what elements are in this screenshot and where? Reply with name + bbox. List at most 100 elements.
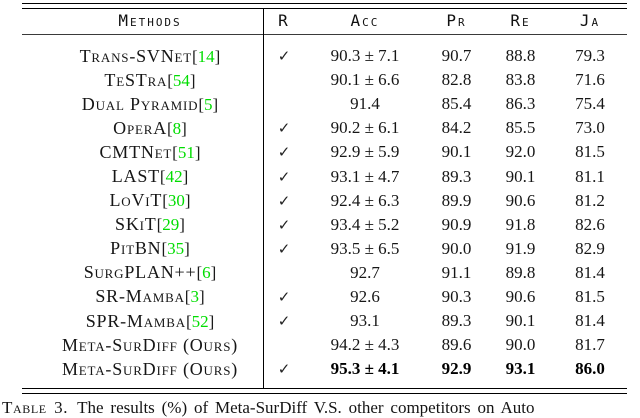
method-cell: SPR-Mamba[52] bbox=[22, 311, 263, 332]
citation-close-bracket: ] bbox=[214, 46, 221, 66]
method-cell: CMTNet[51] bbox=[22, 142, 263, 163]
acc-value: 92.4 ± 6.3 bbox=[330, 190, 400, 210]
citation-open-bracket: [ bbox=[172, 142, 178, 162]
citation-number: 14 bbox=[197, 46, 215, 66]
pr-value: 89.9 bbox=[441, 190, 472, 210]
acc-value: 92.9 ± 5.9 bbox=[330, 142, 400, 162]
table-row: SR-Mamba[3] ✓ 92.6 90.3 90.6 81.5 bbox=[22, 285, 627, 309]
citation: [52] bbox=[186, 312, 214, 331]
citation-number: 52 bbox=[191, 311, 209, 331]
method-cell: Meta-SurDiff (Ours) bbox=[22, 359, 263, 380]
column-divider-rule bbox=[263, 8, 265, 388]
acc-value: 90.3 ± 7.1 bbox=[330, 46, 400, 66]
citation: [51] bbox=[172, 143, 200, 162]
table-rows: Trans-SVNet[14] ✓ 90.3 ± 7.1 90.7 88.8 7… bbox=[22, 44, 627, 381]
review-checkmark: ✓ bbox=[277, 47, 291, 66]
method-name: Meta-SurDiff (Ours) bbox=[61, 358, 239, 379]
method-name: Trans-SVNet bbox=[79, 45, 192, 66]
method-name: OperA bbox=[113, 117, 167, 138]
re-value: 90.6 bbox=[505, 190, 536, 210]
method-cell: LoViT[30] bbox=[22, 190, 263, 211]
ja-value: 73.0 bbox=[575, 118, 605, 138]
re-value: 92.0 bbox=[505, 142, 536, 162]
citation-open-bracket: [ bbox=[162, 191, 168, 211]
pr-value: 90.3 bbox=[441, 286, 472, 306]
method-name: SKiT bbox=[115, 214, 157, 235]
citation: [29] bbox=[157, 215, 185, 234]
re-value: 93.1 bbox=[505, 359, 536, 379]
acc-value: 93.4 ± 5.2 bbox=[330, 214, 400, 234]
re-value: 91.9 bbox=[505, 238, 536, 258]
citation: [8] bbox=[167, 119, 187, 138]
table-header-row: Methods R Acc Pr Re Ja bbox=[22, 7, 627, 34]
citation-number: 51 bbox=[177, 142, 195, 162]
citation-open-bracket: [ bbox=[185, 311, 192, 331]
citation-number: 29 bbox=[162, 215, 180, 235]
pr-value: 85.4 bbox=[441, 94, 472, 114]
method-name: Dual Pyramid bbox=[81, 93, 199, 114]
ja-value: 71.6 bbox=[575, 70, 605, 90]
ja-value: 86.0 bbox=[575, 359, 605, 379]
table-row: SPR-Mamba[52] ✓ 93.1 89.3 90.1 81.4 bbox=[22, 309, 627, 333]
column-header-acc: Acc bbox=[350, 11, 380, 30]
citation: [5] bbox=[198, 95, 218, 114]
citation-open-bracket: [ bbox=[167, 118, 173, 138]
table-row: Meta-SurDiff (Ours) 94.2 ± 4.3 89.6 90.0… bbox=[22, 333, 627, 357]
table-row: CMTNet[51] ✓ 92.9 ± 5.9 90.1 92.0 81.5 bbox=[22, 140, 627, 164]
ja-value: 81.7 bbox=[575, 335, 605, 355]
method-name: SPR-Mamba bbox=[85, 310, 186, 331]
citation-open-bracket: [ bbox=[196, 263, 203, 283]
column-header-r: R bbox=[278, 11, 290, 30]
table-caption: Table 3. The results (%) of Meta-SurDiff … bbox=[2, 398, 534, 418]
ja-value: 81.4 bbox=[575, 262, 605, 282]
ja-value: 82.9 bbox=[575, 238, 605, 258]
pr-value: 92.9 bbox=[441, 359, 472, 379]
citation-number: 5 bbox=[204, 94, 213, 114]
citation-number: 3 bbox=[190, 287, 199, 307]
citation-number: 30 bbox=[167, 191, 185, 211]
citation-open-bracket: [ bbox=[161, 239, 168, 259]
method-name: LAST bbox=[111, 166, 160, 187]
pr-value: 90.1 bbox=[441, 142, 472, 162]
ja-value: 81.4 bbox=[575, 311, 605, 331]
citation-open-bracket: [ bbox=[184, 287, 191, 307]
method-cell: OperA[8] bbox=[22, 118, 263, 139]
pr-value: 90.0 bbox=[441, 238, 472, 258]
acc-value: 90.1 ± 6.6 bbox=[330, 70, 400, 90]
table-row: SKiT[29] ✓ 93.4 ± 5.2 90.9 91.8 82.6 bbox=[22, 213, 627, 237]
method-name: PitBN bbox=[110, 238, 162, 259]
citation-open-bracket: [ bbox=[159, 167, 166, 187]
ja-value: 81.5 bbox=[575, 142, 605, 162]
method-name: SurgPLAN++ bbox=[83, 262, 197, 283]
review-checkmark: ✓ bbox=[277, 360, 291, 379]
citation-open-bracket: [ bbox=[192, 46, 198, 66]
method-name: Meta-SurDiff (Ours) bbox=[61, 334, 239, 355]
table-row: Meta-SurDiff (Ours) ✓ 95.3 ± 4.1 92.9 93… bbox=[22, 357, 627, 381]
citation-number: 6 bbox=[202, 263, 211, 283]
pr-value: 90.7 bbox=[441, 46, 472, 66]
citation: [30] bbox=[162, 191, 190, 210]
table-top-rule bbox=[22, 3, 627, 9]
table-row: Trans-SVNet[14] ✓ 90.3 ± 7.1 90.7 88.8 7… bbox=[22, 44, 627, 68]
citation: [42] bbox=[160, 167, 188, 186]
citation-close-bracket: ] bbox=[198, 287, 205, 307]
review-checkmark: ✓ bbox=[277, 239, 291, 258]
re-value: 86.3 bbox=[505, 94, 536, 114]
column-header-methods: Methods bbox=[118, 11, 182, 30]
review-checkmark: ✓ bbox=[277, 143, 291, 162]
acc-value: 92.6 bbox=[350, 286, 380, 306]
table-row: Dual Pyramid[5] 91.4 85.4 86.3 75.4 bbox=[22, 92, 627, 116]
citation-open-bracket: [ bbox=[156, 215, 163, 235]
citation-close-bracket: ] bbox=[182, 167, 189, 187]
method-cell: SurgPLAN++[6] bbox=[22, 262, 263, 283]
acc-value: 92.7 bbox=[350, 262, 380, 282]
table-row: TeSTra[54] 90.1 ± 6.6 82.8 83.8 71.6 bbox=[22, 68, 627, 92]
pr-value: 84.2 bbox=[441, 118, 472, 138]
re-value: 89.8 bbox=[505, 262, 536, 282]
re-value: 91.8 bbox=[505, 214, 536, 234]
acc-value: 90.2 ± 6.1 bbox=[330, 118, 400, 138]
ja-value: 75.4 bbox=[575, 94, 605, 114]
review-checkmark: ✓ bbox=[277, 287, 291, 306]
method-name: CMTNet bbox=[99, 141, 173, 162]
